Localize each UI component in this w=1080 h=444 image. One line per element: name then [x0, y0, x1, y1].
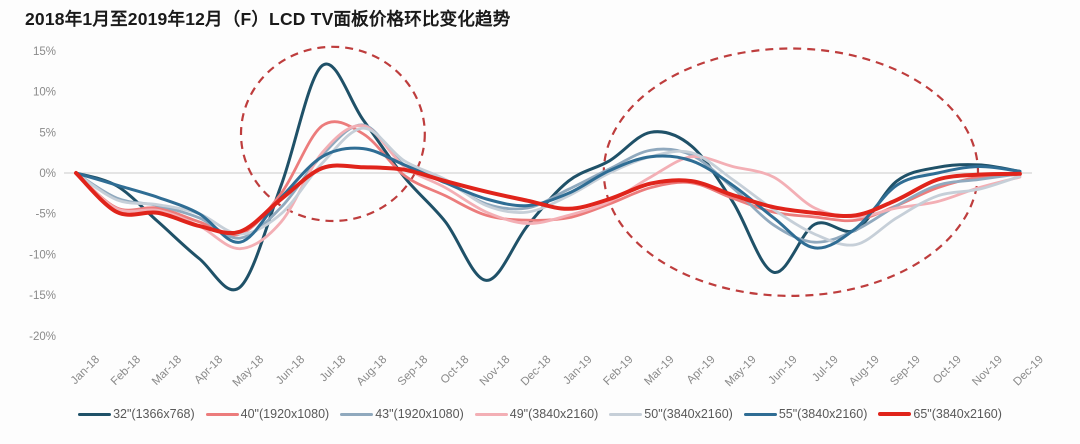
y-axis-tick-label: 15%	[33, 46, 56, 58]
legend-label: 49"(3840x2160)	[509, 407, 599, 421]
x-axis-tick-label: Dec-19	[1011, 354, 1046, 389]
legend-swatch	[205, 412, 239, 416]
legend-item: 55"(3840x2160)	[743, 407, 868, 421]
x-axis-tick-label: Sep-18	[396, 354, 431, 389]
x-axis-tick-label: Aug-18	[355, 354, 390, 389]
legend-label: 65"(3840x2160)	[913, 407, 1002, 421]
legend-swatch	[474, 412, 508, 416]
x-axis-tick-label: Feb-19	[601, 354, 635, 388]
y-axis-tick-label: -15%	[29, 290, 56, 302]
x-axis-tick-label: Aug-19	[847, 354, 882, 389]
x-axis-tick-label: Apr-19	[685, 354, 718, 387]
legend-item: 49"(3840x2160)	[474, 407, 599, 421]
x-axis-tick-label: Jun-18	[274, 354, 307, 387]
legend-label: 32"(1366x768)	[113, 407, 195, 421]
y-axis-tick-label: 5%	[39, 127, 56, 139]
legend-item: 43"(1920x1080)	[340, 407, 464, 421]
x-axis-tick-label: Jul-19	[810, 354, 841, 385]
legend-swatch	[609, 412, 643, 416]
y-axis-tick-label: -10%	[29, 249, 56, 261]
x-axis-tick-label: May-18	[231, 354, 267, 390]
x-axis-tick-label: Mar-18	[150, 354, 184, 388]
y-axis-tick-label: 10%	[33, 87, 56, 99]
legend: 32"(1366x768) 40"(1920x1080) 43"(1920x1080…	[0, 407, 1080, 421]
legend-swatch	[78, 412, 112, 416]
legend-item: 65"(3840x2160)	[878, 407, 1002, 421]
x-axis-tick-label: Oct-18	[439, 354, 472, 387]
chart-title: 2018年1月至2019年12月（F）LCD TV面板价格环比变化趋势	[25, 9, 511, 29]
y-axis-tick-label: -20%	[29, 331, 56, 343]
legend-label: 43"(1920x1080)	[375, 407, 464, 421]
legend-item: 32"(1366x768)	[78, 407, 195, 421]
y-axis-tick-label: -5%	[36, 209, 56, 221]
x-axis-tick-label: Jan-19	[561, 354, 594, 387]
legend-swatch	[743, 412, 777, 416]
x-axis-tick-label: Dec-18	[519, 354, 554, 389]
legend-swatch	[878, 412, 912, 416]
series-line-55-3840x2160-	[74, 146, 1022, 250]
legend-item: 50"(3840x2160)	[609, 407, 733, 421]
annotation-ellipse-1	[239, 45, 426, 223]
x-axis-tick-label: Feb-18	[109, 354, 143, 388]
x-axis-tick-label: Jan-18	[69, 354, 102, 387]
legend-item: 40"(1920x1080)	[205, 407, 330, 421]
legend-label: 40"(1920x1080)	[240, 407, 330, 421]
y-axis-tick-label: 0%	[39, 168, 56, 180]
series-line-65-3840x2160-	[74, 163, 1022, 236]
legend-label: 50"(3840x2160)	[644, 407, 733, 421]
x-axis-tick-label: Nov-19	[970, 354, 1005, 389]
x-axis-tick-label: Jun-19	[766, 354, 799, 387]
x-axis-tick-label: Apr-18	[192, 354, 225, 387]
legend-label: 55"(3840x2160)	[778, 407, 868, 421]
series-line-32-1366x768-	[74, 62, 1022, 292]
x-axis-tick-label: Sep-19	[888, 354, 923, 389]
x-axis-tick-label: Oct-19	[931, 354, 964, 387]
x-axis-tick-label: May-19	[723, 354, 759, 390]
legend-swatch	[340, 412, 374, 416]
x-axis-tick-label: Jul-18	[318, 354, 349, 385]
x-axis-tick-label: Mar-19	[642, 354, 676, 388]
x-axis-tick-label: Nov-18	[478, 354, 513, 389]
